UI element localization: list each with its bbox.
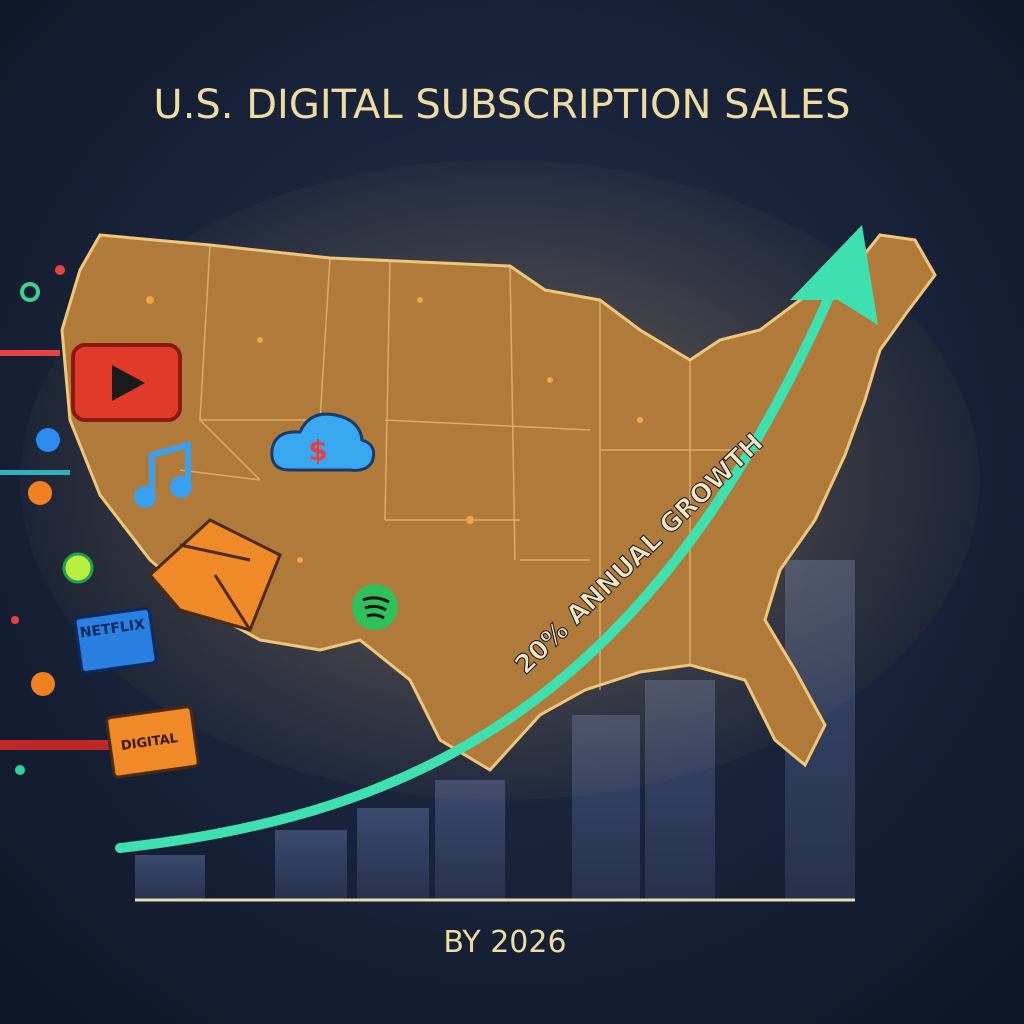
video-icon xyxy=(71,343,182,422)
title: U.S. DIGITAL SUBSCRIPTION SALES xyxy=(153,82,850,128)
bar xyxy=(357,808,429,900)
state-borders xyxy=(179,244,760,690)
bar xyxy=(435,780,505,900)
cloud-icon: $ xyxy=(270,412,376,472)
spotify-icon xyxy=(352,584,398,630)
box-icon xyxy=(147,518,282,632)
footer: BY 2026 xyxy=(443,925,566,960)
svg-text:$: $ xyxy=(308,434,327,467)
bar xyxy=(135,855,205,900)
stream-dots xyxy=(0,265,110,775)
us-map xyxy=(60,233,937,772)
digital-badge: DIGITAL xyxy=(105,705,200,779)
news-badge: NETFLIX xyxy=(73,606,158,674)
growth-arrow xyxy=(115,290,835,853)
growth-arrowhead xyxy=(790,225,878,325)
bar xyxy=(275,830,347,900)
music-icon xyxy=(134,441,192,508)
